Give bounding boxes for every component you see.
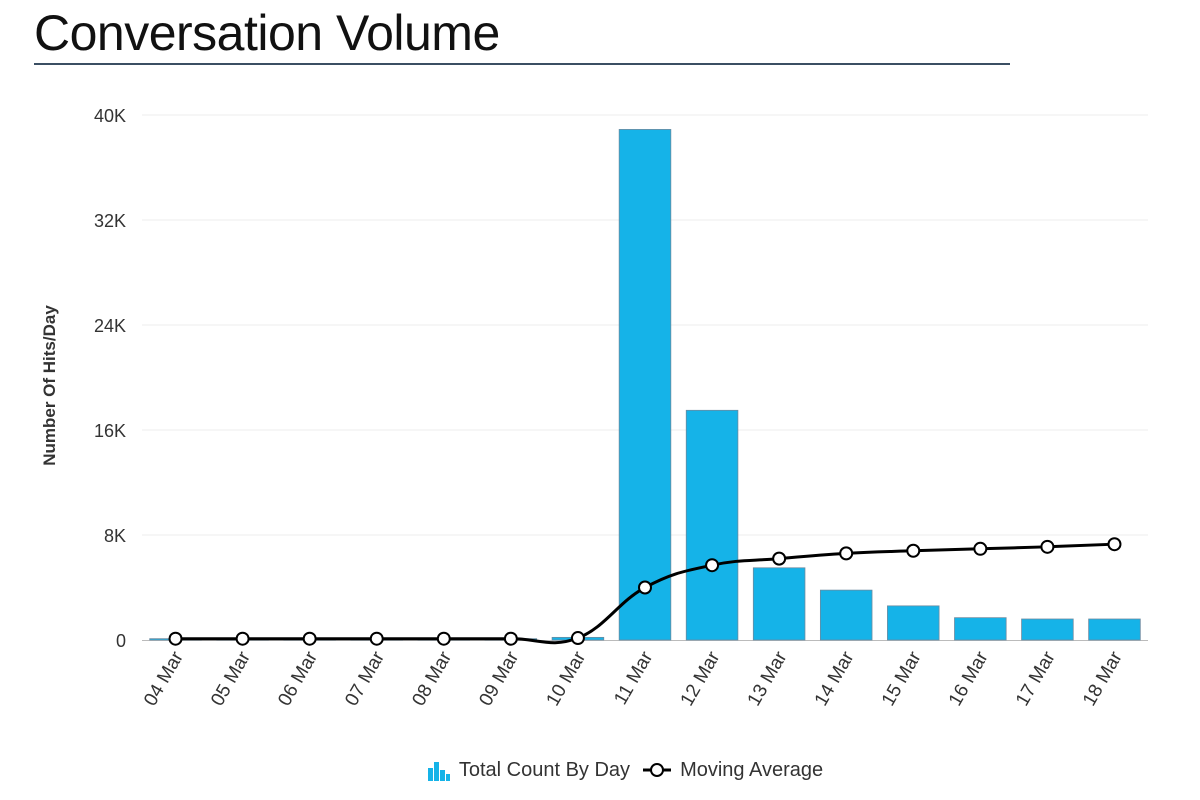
moving-average-point-14-mar[interactable]	[839, 546, 854, 561]
x-tick-label: 18 Mar	[1079, 647, 1127, 709]
x-tick-label: 10 Mar	[543, 647, 591, 709]
legend-item-moving-average[interactable]: Moving Average	[642, 759, 823, 782]
y-tick-labels: 0 8K 16K 24K 32K 40K	[94, 106, 126, 651]
line-moving-average	[168, 537, 1122, 646]
y-tick-label: 32K	[94, 211, 126, 231]
x-tick-label: 04 Mar	[140, 647, 188, 709]
moving-average-point-09-mar[interactable]	[503, 631, 518, 646]
moving-average-point-16-mar[interactable]	[973, 541, 988, 556]
bar-14-mar[interactable]	[819, 589, 873, 641]
x-tick-label: 15 Mar	[878, 647, 926, 709]
x-tick-label: 13 Mar	[744, 647, 792, 709]
y-tick-label: 40K	[94, 106, 126, 126]
page-title: Conversation Volume	[34, 5, 500, 61]
y-axis-label: Number Of Hits/Day	[40, 305, 59, 466]
moving-average-point-04-mar[interactable]	[168, 631, 183, 646]
title-divider	[34, 63, 1010, 65]
bar-12-mar[interactable]	[685, 409, 739, 641]
moving-average-point-18-mar[interactable]	[1107, 537, 1122, 552]
bar-15-mar[interactable]	[887, 605, 940, 641]
bar-16-mar[interactable]	[954, 617, 1007, 641]
x-tick-label: 12 Mar	[677, 647, 725, 709]
moving-average-point-15-mar[interactable]	[906, 543, 921, 558]
x-tick-label: 17 Mar	[1012, 647, 1060, 709]
legend-label-total-count: Total Count By Day	[458, 758, 631, 781]
x-tick-labels: 04 Mar 05 Mar 06 Mar 07 Mar 08 Mar 09 Mar 10 M…	[140, 647, 1127, 709]
conversation-volume-chart: 0 8K 16K 24K 32K 40K Number Of Hits/Day 04 Ma…	[40, 106, 1148, 710]
moving-average-point-07-mar[interactable]	[369, 631, 384, 646]
x-tick-label: 11 Mar	[610, 647, 657, 708]
moving-average-point-10-mar[interactable]	[570, 631, 585, 646]
y-tick-label: 0	[116, 631, 126, 651]
legend-item-total-count[interactable]: Total Count By Day	[427, 758, 630, 782]
y-tick-label: 8K	[104, 526, 126, 546]
bar-chart-icon	[427, 762, 450, 781]
bars-total-count	[149, 129, 1141, 641]
line-marker-icon	[643, 763, 672, 777]
legend-label-moving-average: Moving Average	[680, 758, 824, 781]
bar-17-mar[interactable]	[1021, 618, 1074, 641]
moving-average-point-06-mar[interactable]	[302, 631, 317, 646]
legend: Total Count By Day Moving Average	[0, 758, 1200, 782]
y-tick-label: 24K	[94, 316, 126, 336]
bar-13-mar[interactable]	[752, 567, 806, 641]
moving-average-point-17-mar[interactable]	[1040, 539, 1055, 554]
x-tick-label: 08 Mar	[408, 647, 456, 709]
moving-average-point-08-mar[interactable]	[436, 631, 451, 646]
x-tick-label: 16 Mar	[945, 647, 993, 709]
bar-11-mar[interactable]	[618, 129, 672, 641]
bar-18-mar[interactable]	[1088, 618, 1141, 641]
moving-average-point-13-mar[interactable]	[772, 551, 787, 566]
x-tick-label: 09 Mar	[475, 647, 523, 709]
x-tick-label: 07 Mar	[341, 647, 389, 709]
x-tick-label: 14 Mar	[811, 647, 859, 709]
moving-average-point-05-mar[interactable]	[235, 631, 250, 646]
x-tick-label: 06 Mar	[274, 647, 322, 709]
moving-average-point-11-mar[interactable]	[638, 580, 652, 595]
moving-average-point-12-mar[interactable]	[705, 558, 720, 573]
x-tick-label: 05 Mar	[207, 647, 255, 709]
y-tick-label: 16K	[94, 421, 126, 441]
